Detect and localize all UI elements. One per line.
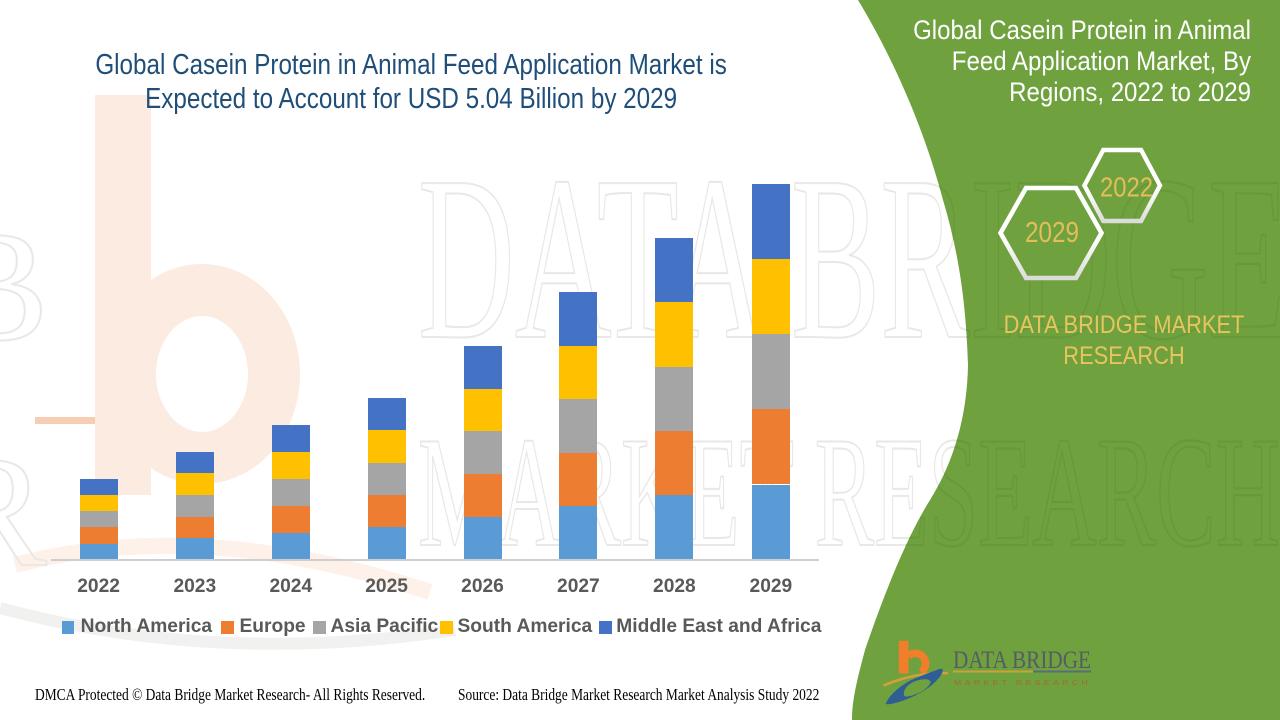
svg-text:2022: 2022: [1100, 172, 1153, 203]
svg-text:R: R: [0, 422, 47, 600]
svg-text:DATA BRIDGE: DATA BRIDGE: [953, 647, 1091, 674]
svg-text:2029: 2029: [1025, 217, 1079, 249]
svg-text:B: B: [0, 197, 49, 375]
svg-text:MARKET RESEARCH: MARKET RESEARCH: [954, 678, 1091, 687]
